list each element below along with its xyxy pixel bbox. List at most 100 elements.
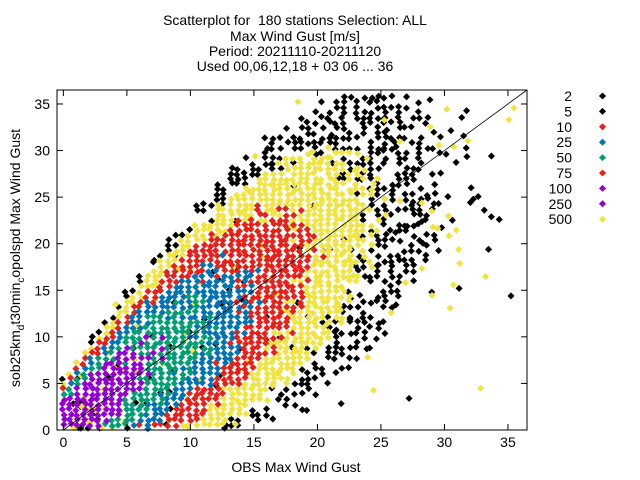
- data-point: [219, 410, 227, 418]
- data-point: [282, 322, 291, 331]
- data-point: [213, 235, 221, 243]
- data-point: [405, 394, 413, 402]
- data-point: [164, 360, 172, 369]
- data-point: [94, 405, 102, 413]
- data-point: [289, 206, 297, 214]
- data-point: [128, 406, 136, 414]
- data-point: [275, 205, 283, 213]
- data-point: [290, 276, 298, 284]
- data-point: [487, 152, 495, 160]
- data-point: [331, 263, 339, 271]
- data-point: [128, 410, 137, 418]
- data-point: [61, 415, 69, 423]
- legend-marker: [598, 138, 607, 146]
- data-point: [234, 376, 242, 384]
- data-point: [261, 385, 269, 394]
- data-point: [165, 354, 173, 362]
- data-point: [178, 231, 186, 239]
- data-point: [135, 312, 143, 320]
- data-point: [263, 253, 271, 261]
- data-point: [359, 201, 367, 209]
- data-point: [144, 312, 152, 321]
- data-point: [142, 411, 150, 419]
- data-point: [288, 283, 296, 291]
- data-point: [128, 344, 136, 352]
- data-point: [312, 314, 320, 322]
- data-point: [309, 339, 317, 347]
- data-point: [193, 322, 201, 330]
- data-point: [66, 394, 74, 402]
- data-point: [401, 190, 409, 198]
- data-point: [263, 396, 271, 404]
- data-point: [355, 253, 364, 261]
- data-point: [206, 256, 215, 264]
- data-point: [394, 252, 402, 260]
- data-point: [283, 294, 291, 302]
- data-point: [159, 302, 167, 310]
- data-point: [163, 344, 171, 352]
- data-point: [254, 266, 262, 275]
- data-point: [338, 345, 346, 353]
- data-point: [193, 421, 201, 429]
- data-point: [95, 338, 103, 346]
- data-point: [423, 212, 431, 220]
- data-point: [219, 289, 227, 297]
- data-point: [198, 350, 206, 358]
- data-point: [150, 267, 158, 276]
- data-point: [346, 303, 354, 311]
- data-point: [116, 391, 124, 399]
- data-point: [191, 292, 199, 300]
- data-point: [283, 354, 291, 362]
- data-point: [123, 405, 131, 413]
- data-point: [136, 360, 144, 369]
- data-point: [214, 400, 222, 408]
- data-point: [73, 384, 81, 392]
- data-point: [89, 391, 97, 399]
- data-point: [316, 277, 324, 286]
- data-point: [235, 338, 243, 346]
- data-point: [331, 184, 339, 192]
- data-point: [205, 278, 213, 286]
- data-point: [241, 174, 249, 182]
- data-point: [324, 252, 332, 260]
- data-point: [324, 170, 332, 178]
- data-point: [309, 309, 317, 317]
- data-point: [247, 271, 255, 279]
- data-point: [324, 181, 333, 189]
- data-point: [101, 376, 109, 384]
- data-point: [207, 345, 215, 353]
- data-point: [382, 211, 390, 219]
- data-point: [261, 217, 269, 225]
- data-point: [464, 137, 472, 145]
- data-point: [275, 338, 283, 346]
- data-point: [233, 191, 241, 199]
- data-point: [247, 201, 255, 209]
- data-point: [108, 400, 116, 408]
- data-point: [65, 416, 73, 424]
- data-point: [177, 298, 185, 306]
- data-point: [430, 200, 438, 208]
- data-point: [249, 381, 258, 389]
- data-point: [164, 381, 172, 389]
- data-point: [375, 145, 383, 153]
- data-point: [380, 116, 388, 124]
- data-point: [340, 247, 348, 255]
- data-point: [374, 294, 382, 302]
- data-point: [361, 328, 369, 336]
- data-point: [352, 205, 360, 213]
- data-point: [446, 304, 454, 312]
- data-point: [312, 257, 320, 265]
- data-point: [262, 308, 270, 316]
- data-point: [303, 406, 311, 414]
- data-point: [368, 241, 376, 249]
- data-point: [402, 261, 410, 269]
- data-point: [361, 334, 369, 342]
- data-point: [108, 338, 117, 346]
- data-point: [417, 134, 425, 142]
- data-point: [312, 217, 320, 225]
- data-point: [116, 329, 124, 337]
- data-point: [100, 410, 108, 418]
- data-point: [267, 181, 275, 189]
- y-tick-label: 20: [34, 236, 50, 252]
- data-point: [144, 272, 152, 280]
